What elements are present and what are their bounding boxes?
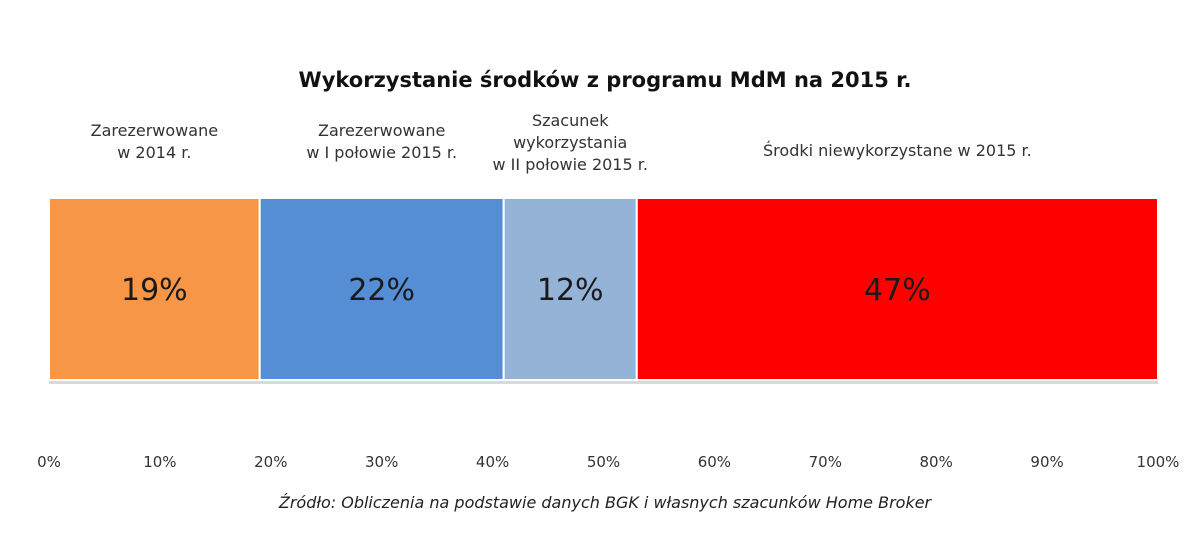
segment-label-1: Zarezerwowane w 2014 r. (90, 121, 219, 162)
data-label-4: 47% (864, 273, 931, 308)
segment-label-2: Zarezerwowane w I połowie 2015 r. (306, 121, 458, 162)
bar-segment-1 (48, 197, 261, 381)
chart-title: Wykorzystanie środków z programu MdM na … (298, 68, 912, 92)
x-tick-label: 30% (365, 453, 398, 471)
x-tick-label: 60% (698, 453, 731, 471)
x-tick-label: 10% (143, 453, 176, 471)
bar-segment-4 (635, 197, 1159, 381)
source-note: Źródło: Obliczenia na podstawie danych B… (278, 493, 932, 512)
data-label-3: 12% (537, 273, 604, 308)
x-tick-label: 50% (587, 453, 620, 471)
x-tick-label: 40% (476, 453, 509, 471)
x-tick-label: 20% (254, 453, 287, 471)
data-label-1: 19% (121, 273, 188, 308)
segment-label-3: Szacunek wykorzystania w II połowie 2015 r… (492, 111, 648, 174)
data-label-2: 22% (348, 273, 415, 308)
x-tick-label: 0% (37, 453, 61, 471)
x-tick-label: 80% (920, 453, 953, 471)
x-tick-label: 70% (809, 453, 842, 471)
segment-label-4: Środki niewykorzystane w 2015 r. (763, 141, 1032, 160)
x-tick-label: 100% (1137, 453, 1180, 471)
x-tick-label: 90% (1030, 453, 1063, 471)
bar-shadow (49, 380, 1158, 384)
